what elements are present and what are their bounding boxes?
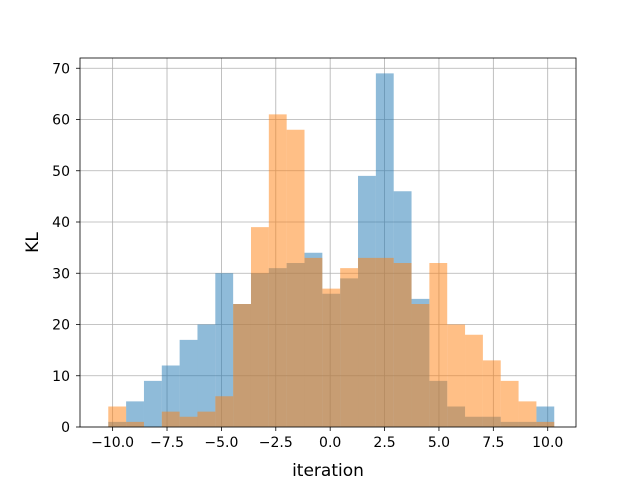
series-2-bar-24 [536, 421, 555, 427]
series-1-bar-6 [215, 273, 234, 427]
y-tick-label-2: 20 [52, 318, 70, 334]
x-tick-label-8: 10.0 [532, 435, 563, 451]
series-2-bar-20 [465, 334, 483, 427]
series-2-bar-10 [286, 129, 305, 427]
y-tick-label-4: 40 [52, 215, 70, 231]
x-tick-label-4: 0.0 [319, 435, 341, 451]
y-tick-label-6: 60 [52, 113, 70, 129]
series-2-bar-8 [250, 227, 269, 427]
series-2-bar-18 [429, 263, 448, 427]
series-1-bar-5 [197, 324, 216, 427]
series-2-bar-1 [126, 421, 144, 427]
x-tick-label-2: −5.0 [204, 435, 238, 451]
axis-ticks: −10.0 −7.5 −5.0 −2.5 0.0 2.5 5.0 7.5 10.0 0 10 20 30… [52, 61, 563, 451]
x-tick-label-7: 7.5 [482, 435, 504, 451]
series-2-bar-6 [215, 396, 234, 427]
y-axis-label: KL [23, 232, 43, 253]
series-2-bar-3 [161, 411, 180, 427]
y-tick-label-0: 0 [61, 420, 70, 436]
series-2-bar-0 [108, 406, 127, 427]
histogram-bars [108, 73, 555, 427]
y-tick-label-3: 30 [52, 266, 70, 282]
series-2-bar-22 [500, 380, 519, 427]
series-2-bar-23 [518, 401, 537, 427]
series-2-bar-4 [179, 416, 198, 427]
series-2-bar-17 [411, 304, 430, 427]
series-1-bar-1 [126, 401, 144, 427]
series-2-bar-5 [197, 411, 216, 427]
x-tick-label-5: 2.5 [373, 435, 395, 451]
series-2-bar-21 [482, 360, 501, 427]
x-tick-label-3: −2.5 [259, 435, 293, 451]
series-1-bar-4 [179, 339, 198, 427]
series-2-bar-14 [358, 257, 376, 427]
x-tick-label-0: −10.0 [91, 435, 134, 451]
series-2-bar-13 [340, 268, 359, 427]
series-2-bar-9 [268, 114, 287, 427]
x-tick-label-1: −7.5 [150, 435, 184, 451]
series-2-bar-11 [304, 257, 323, 427]
series-1-bar-2 [143, 380, 162, 427]
y-tick-label-1: 10 [52, 369, 70, 385]
y-tick-label-7: 70 [52, 61, 70, 77]
series-2-bar-7 [233, 304, 251, 427]
series-2-bar-15 [375, 257, 394, 427]
series-2-bar-12 [322, 288, 341, 427]
plot-frame [79, 57, 577, 428]
y-tick-label-5: 50 [52, 164, 70, 180]
x-tick-label-6: 5.0 [428, 435, 450, 451]
x-axis-label: iteration [292, 461, 364, 480]
series-2-bar-16 [393, 263, 412, 427]
series-2-bar-19 [447, 324, 466, 427]
